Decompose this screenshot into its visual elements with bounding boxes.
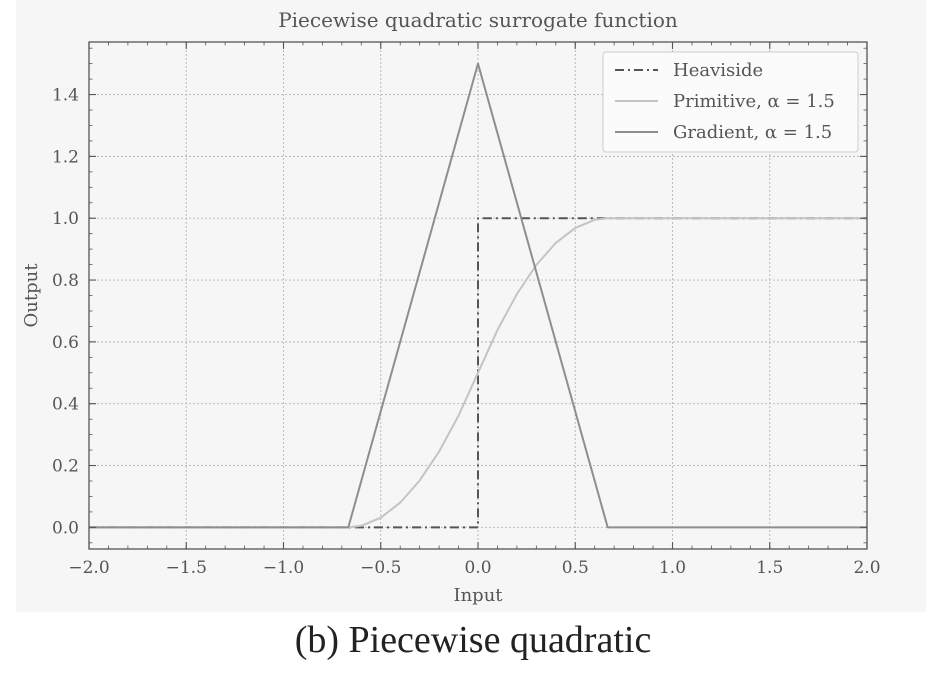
x-tick-label: 0.0 bbox=[464, 558, 491, 578]
x-tick-label: −1.5 bbox=[166, 558, 207, 578]
y-tick-label: 1.0 bbox=[52, 209, 79, 229]
legend-label: Heaviside bbox=[673, 60, 763, 81]
y-axis-label: Output bbox=[21, 263, 42, 328]
plot-frame bbox=[88, 41, 868, 550]
series-gradient bbox=[89, 62, 867, 529]
series-lines bbox=[89, 62, 867, 529]
series-primitive bbox=[89, 217, 867, 529]
y-tick-label: 0.8 bbox=[52, 271, 79, 291]
x-tick-label: 1.5 bbox=[756, 558, 783, 578]
x-axis-label: Input bbox=[453, 585, 503, 606]
y-tick-label: 0.2 bbox=[52, 457, 79, 477]
legend: Heaviside Primitive, α = 1.5 Gradient, α =… bbox=[602, 51, 859, 153]
y-tick-label: 1.2 bbox=[52, 147, 79, 167]
y-tick-label: 0.6 bbox=[52, 333, 79, 353]
chart-title: Piecewise quadratic surrogate function bbox=[278, 8, 678, 32]
x-tick-label: 1.0 bbox=[659, 558, 686, 578]
x-tick-label: 0.5 bbox=[562, 558, 589, 578]
y-tick-label: 1.4 bbox=[52, 86, 79, 106]
chart: −2.0 −1.5 −1.0 −0.5 0.0 0.5 1.0 1.5 2.0 0.0 0.2 0.4… bbox=[21, 8, 881, 606]
legend-label: Gradient, α = 1.5 bbox=[673, 122, 832, 143]
x-tick-label: 2.0 bbox=[853, 558, 880, 578]
y-tick-label: 0.4 bbox=[52, 395, 79, 415]
axis-ticks: −2.0 −1.5 −1.0 −0.5 0.0 0.5 1.0 1.5 2.0 0.0 0.2 0.4… bbox=[52, 42, 881, 578]
x-tick-label: −2.0 bbox=[68, 558, 109, 578]
y-tick-label: 0.0 bbox=[52, 518, 79, 538]
legend-label: Primitive, α = 1.5 bbox=[673, 91, 835, 112]
x-tick-label: −0.5 bbox=[360, 558, 401, 578]
legend-box bbox=[602, 51, 859, 153]
x-tick-label: −1.0 bbox=[263, 558, 304, 578]
figure-caption: (b) Piecewise quadratic bbox=[294, 619, 652, 661]
